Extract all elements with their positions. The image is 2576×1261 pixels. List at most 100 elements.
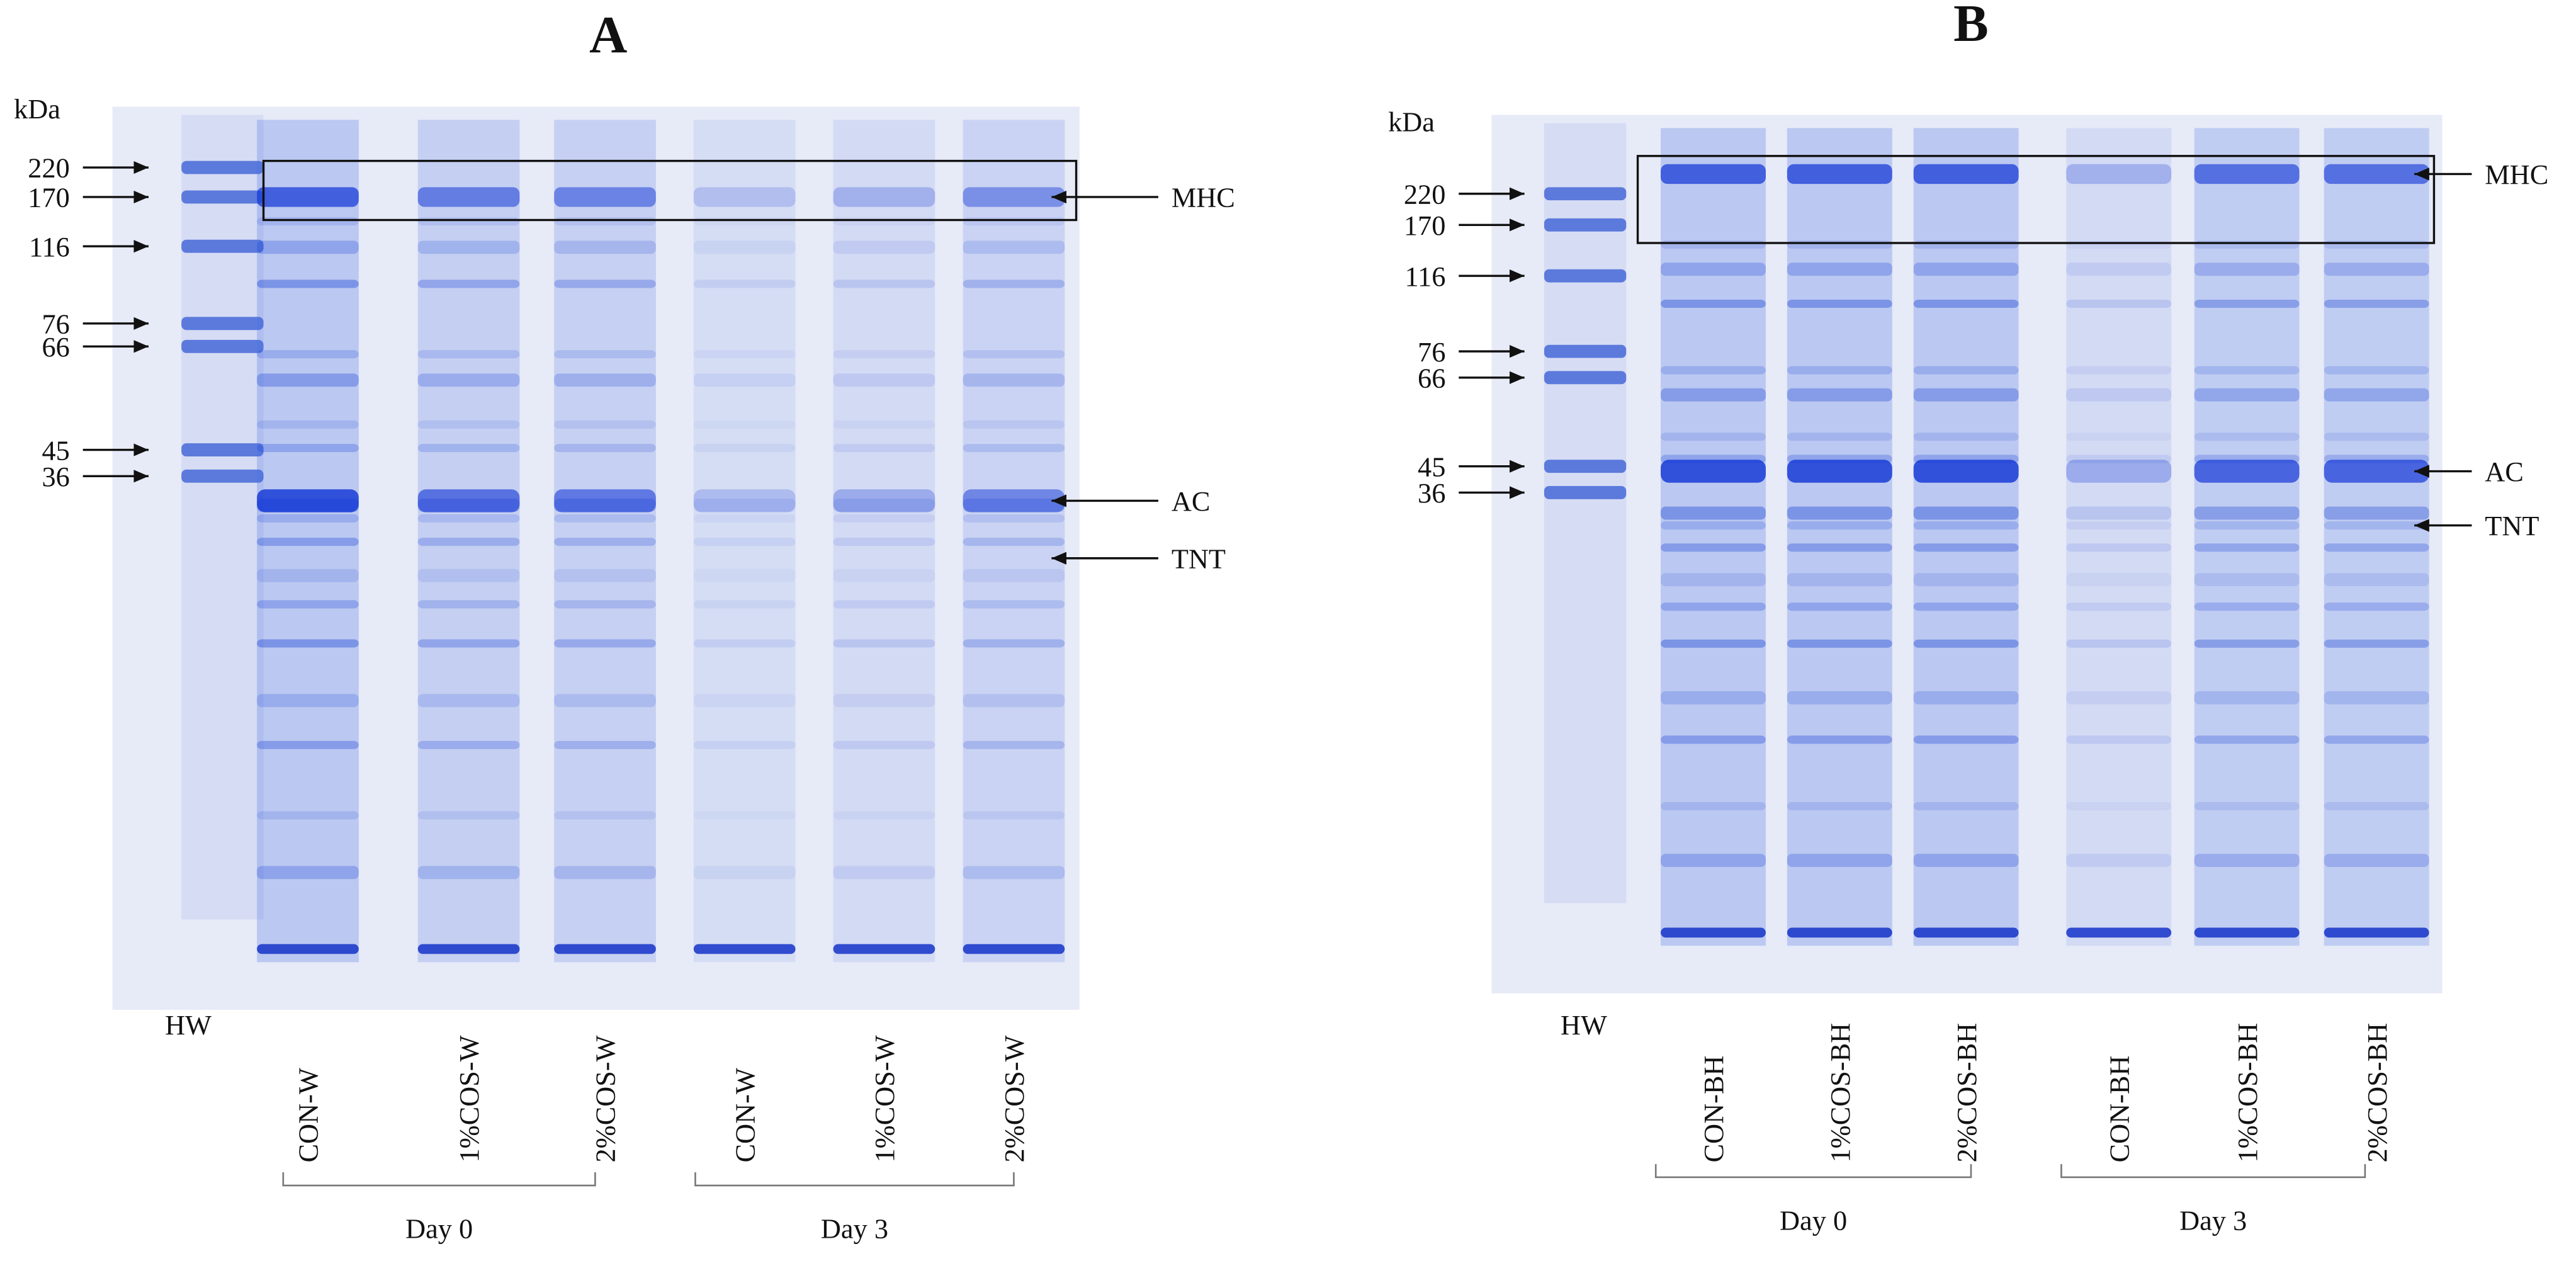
mhc-box <box>262 159 1078 222</box>
band <box>2324 802 2429 811</box>
band <box>2324 602 2429 611</box>
dye-front <box>693 944 796 954</box>
band <box>2194 802 2300 811</box>
band-label: AC <box>2485 456 2524 487</box>
group-label: Day 3 <box>821 1213 888 1244</box>
marker-label: 76 <box>1418 336 1445 368</box>
dye-front <box>2324 927 2429 938</box>
band <box>257 489 359 512</box>
band <box>2194 299 2300 308</box>
band <box>1913 433 2019 441</box>
unit-label: kDa <box>1388 106 1435 138</box>
band <box>1787 691 1892 704</box>
band <box>833 373 935 387</box>
band <box>2194 521 2300 530</box>
band <box>963 568 1065 582</box>
band <box>693 444 796 453</box>
band <box>833 217 935 226</box>
band <box>257 217 359 226</box>
band <box>554 240 656 254</box>
ladder-band <box>181 239 264 253</box>
band <box>1661 240 1766 249</box>
marker-label: 170 <box>28 182 70 213</box>
band <box>1913 691 2019 704</box>
band-label: TNT <box>2485 510 2539 541</box>
dye-front <box>833 944 935 954</box>
band <box>693 694 796 708</box>
band <box>1913 388 2019 402</box>
band <box>833 514 935 523</box>
band <box>1913 735 2019 744</box>
group-label: Day 0 <box>405 1213 473 1244</box>
band <box>1787 388 1892 402</box>
band <box>693 499 796 512</box>
group-bracket <box>1654 1164 1972 1179</box>
band <box>2324 854 2429 868</box>
band <box>1661 433 1766 441</box>
lane-label: CON-BH <box>2103 1056 2135 1163</box>
band <box>693 514 796 523</box>
lane-label: 1%COS-W <box>453 1035 485 1162</box>
band <box>257 240 359 254</box>
band <box>963 187 1065 207</box>
band <box>2194 433 2300 441</box>
band <box>833 568 935 582</box>
band <box>2324 460 2429 483</box>
band <box>1913 240 2019 249</box>
band <box>1661 388 1766 402</box>
band <box>963 350 1065 359</box>
band <box>2194 691 2300 704</box>
band <box>833 600 935 609</box>
band <box>554 373 656 387</box>
band <box>693 740 796 749</box>
band <box>693 639 796 648</box>
band <box>1913 543 2019 552</box>
group-label: Day 3 <box>2179 1204 2247 1236</box>
group-bracket <box>694 1172 1015 1187</box>
lane-label: 1%COS-BH <box>1824 1023 1856 1163</box>
dye-front <box>1787 927 1892 938</box>
lane <box>2194 128 2300 946</box>
panel-title: A <box>589 6 627 64</box>
lane-label: 2%COS-BH <box>2361 1023 2393 1163</box>
band <box>554 350 656 359</box>
band <box>1661 543 1766 552</box>
band <box>257 740 359 749</box>
band <box>693 187 796 207</box>
band <box>963 444 1065 453</box>
band <box>2066 691 2172 704</box>
ladder-band <box>1544 187 1627 201</box>
band <box>1787 543 1892 552</box>
band <box>833 350 935 359</box>
band <box>1787 639 1892 648</box>
band <box>2066 506 2172 520</box>
band <box>257 420 359 429</box>
band <box>257 811 359 820</box>
ladder-label: HW <box>1561 1009 1607 1041</box>
marker-label: 76 <box>42 308 69 339</box>
gel <box>112 106 1080 1010</box>
band <box>1661 802 1766 811</box>
ladder-lane <box>1544 123 1627 903</box>
unit-label: kDa <box>14 93 60 125</box>
band <box>1661 506 1766 520</box>
ladder-label: HW <box>165 1009 212 1041</box>
band <box>2066 455 2172 463</box>
band <box>2324 521 2429 530</box>
group-bracket <box>282 1172 596 1187</box>
band <box>257 600 359 609</box>
band <box>1661 639 1766 648</box>
band <box>2066 388 2172 402</box>
band <box>2324 543 2429 552</box>
band <box>1787 735 1892 744</box>
band <box>2194 240 2300 249</box>
band <box>963 866 1065 879</box>
lane <box>2324 128 2429 946</box>
band <box>1787 521 1892 530</box>
band <box>417 444 520 453</box>
marker-label: 36 <box>1418 477 1445 509</box>
band <box>2066 299 2172 308</box>
band <box>1787 506 1892 520</box>
band <box>554 639 656 648</box>
band <box>1787 602 1892 611</box>
